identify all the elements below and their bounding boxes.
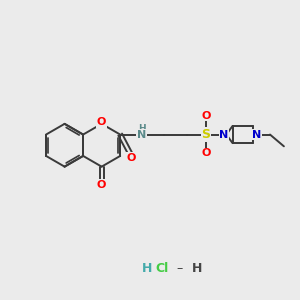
Text: O: O bbox=[201, 111, 211, 121]
Text: S: S bbox=[201, 128, 210, 141]
Text: H: H bbox=[138, 124, 146, 133]
Text: Cl: Cl bbox=[155, 262, 169, 275]
Text: N: N bbox=[219, 130, 229, 140]
Text: N: N bbox=[252, 130, 261, 140]
Text: O: O bbox=[97, 180, 106, 190]
Text: O: O bbox=[97, 117, 106, 128]
Text: O: O bbox=[201, 148, 211, 158]
Text: N: N bbox=[137, 130, 146, 140]
Text: –: – bbox=[177, 262, 183, 275]
Text: H: H bbox=[192, 262, 203, 275]
Text: O: O bbox=[126, 153, 136, 163]
Text: H: H bbox=[142, 262, 152, 275]
